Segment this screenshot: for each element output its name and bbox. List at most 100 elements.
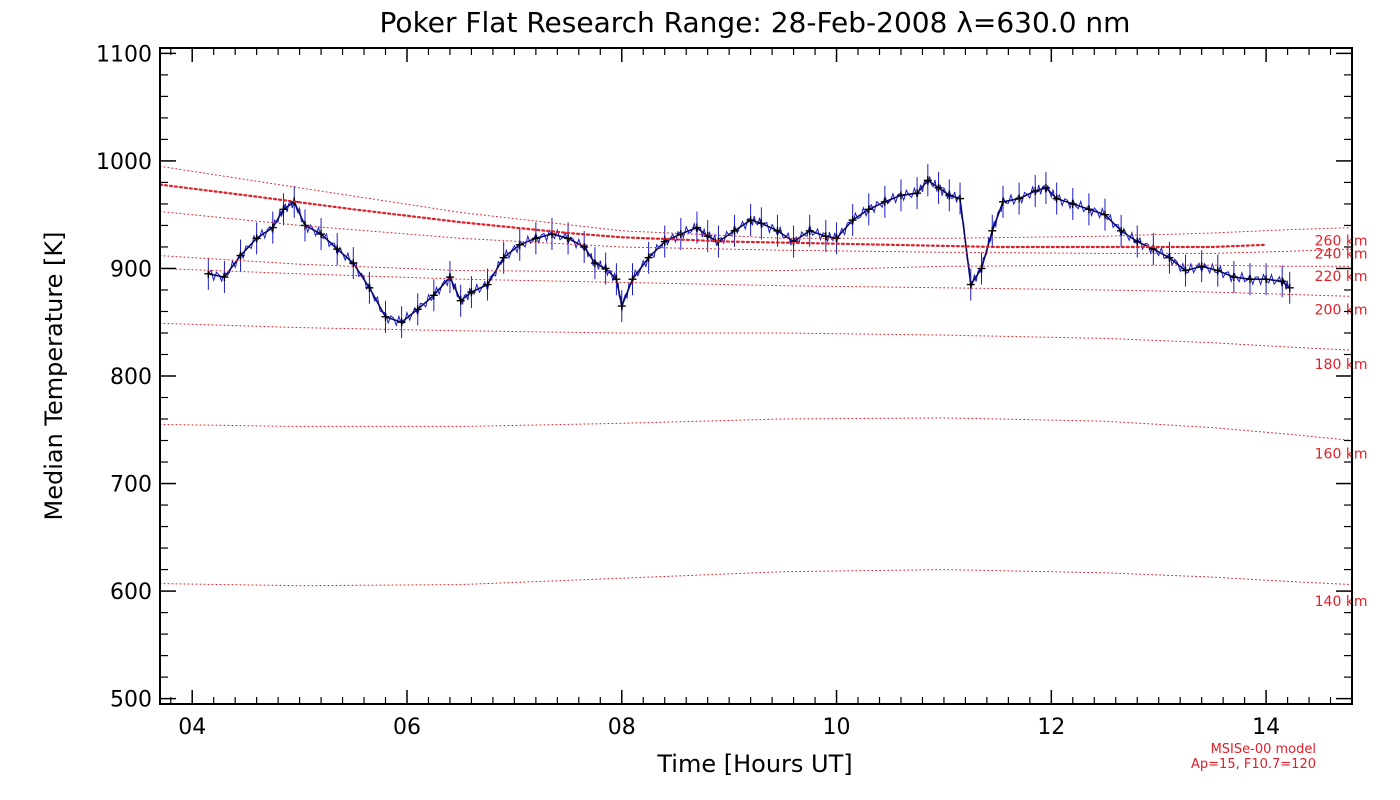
data-point (913, 189, 922, 198)
altitude-label: 140 km (1315, 594, 1368, 610)
altitude-label: 200 km (1315, 302, 1368, 318)
data-point (923, 176, 932, 185)
data-point (1041, 183, 1050, 192)
data-point (977, 264, 986, 273)
y-tick-label: 1000 (96, 150, 152, 175)
data-point (268, 223, 277, 232)
measured-temperature-series (204, 164, 1294, 339)
data-point (429, 291, 438, 300)
data-point (279, 205, 288, 214)
data-point (896, 191, 905, 200)
data-point (821, 232, 830, 241)
data-point (1117, 226, 1126, 235)
data-point (445, 273, 454, 282)
model-curve (159, 255, 1353, 273)
model-curve (159, 211, 1353, 254)
data-point (204, 269, 213, 278)
data-point (499, 253, 508, 262)
data-point (467, 288, 476, 297)
x-tick-label: 14 (1252, 715, 1280, 740)
data-point (1213, 266, 1222, 275)
data-point (1015, 194, 1024, 203)
altitude-label: 160 km (1315, 446, 1368, 462)
model-note-name: MSISe-00 model (1211, 742, 1316, 757)
data-point (397, 318, 406, 327)
data-point (483, 280, 492, 289)
model-curve-heavy (158, 183, 1268, 249)
data-point (1052, 194, 1061, 203)
x-tick-label: 10 (823, 715, 851, 740)
y-tick-label: 900 (110, 257, 152, 282)
data-point (564, 234, 573, 243)
x-tick-label: 08 (608, 715, 636, 740)
data-point (531, 234, 540, 243)
data-point (966, 280, 975, 289)
y-tick-label: 600 (110, 580, 152, 605)
data-point (1101, 210, 1110, 219)
data-point (746, 216, 755, 225)
data-point (988, 226, 997, 235)
y-tick-label: 500 (110, 688, 152, 713)
data-point (349, 259, 358, 268)
data-point (1197, 262, 1206, 271)
data-point (1245, 275, 1254, 284)
x-tick-label: 04 (178, 715, 206, 740)
data-point (848, 216, 857, 225)
data-point (1084, 205, 1093, 214)
data-point (703, 232, 712, 241)
data-point (773, 226, 782, 235)
data-point (998, 197, 1007, 206)
data-point (365, 283, 374, 292)
data-point (789, 237, 798, 246)
data-point (945, 191, 954, 200)
model-curve (159, 417, 1353, 441)
data-point (1229, 273, 1238, 282)
data-point (1165, 253, 1174, 262)
data-point (644, 253, 653, 262)
measured-noise-line (207, 176, 1289, 327)
altitude-label: 220 km (1315, 269, 1368, 285)
data-point (1181, 266, 1190, 275)
data-point (317, 230, 326, 239)
x-tick-label: 06 (393, 715, 421, 740)
y-axis-label: Median Temperature [K] (40, 231, 68, 520)
data-point (628, 275, 637, 284)
data-point (692, 223, 701, 232)
data-point (1031, 187, 1040, 196)
data-point (757, 219, 766, 228)
data-point (252, 234, 261, 243)
altitude-label: 180 km (1315, 357, 1368, 373)
data-point (381, 312, 390, 321)
data-point (601, 264, 610, 273)
axes: 04 06 08 10 12 14 500 600 700 800 900 1000 1100 (96, 42, 1353, 740)
model-curve (159, 569, 1353, 587)
data-point (333, 245, 342, 254)
model-curve (159, 165, 1353, 239)
data-point (580, 242, 589, 251)
plot-frame (159, 47, 1353, 705)
y-tick-label: 700 (110, 473, 152, 498)
data-point (515, 240, 524, 249)
model-note-params: Ap=15, F10.7=120 (1191, 757, 1316, 772)
x-tick-label: 12 (1037, 715, 1065, 740)
data-point (1133, 237, 1142, 246)
data-point (934, 183, 943, 192)
data-point (730, 226, 739, 235)
data-point (220, 273, 229, 282)
x-axis-label: Time [Hours UT] (656, 750, 852, 778)
data-point (956, 194, 965, 203)
data-point (1068, 199, 1077, 208)
data-point (864, 205, 873, 214)
data-point (1278, 277, 1287, 286)
data-point (617, 302, 626, 311)
data-point (413, 305, 422, 314)
model-curve (159, 268, 1353, 297)
data-point (456, 296, 465, 305)
model-curve (159, 322, 1353, 351)
data-point (300, 221, 309, 230)
measured-median-line (208, 179, 1291, 324)
data-point (880, 197, 889, 206)
data-point (236, 251, 245, 260)
